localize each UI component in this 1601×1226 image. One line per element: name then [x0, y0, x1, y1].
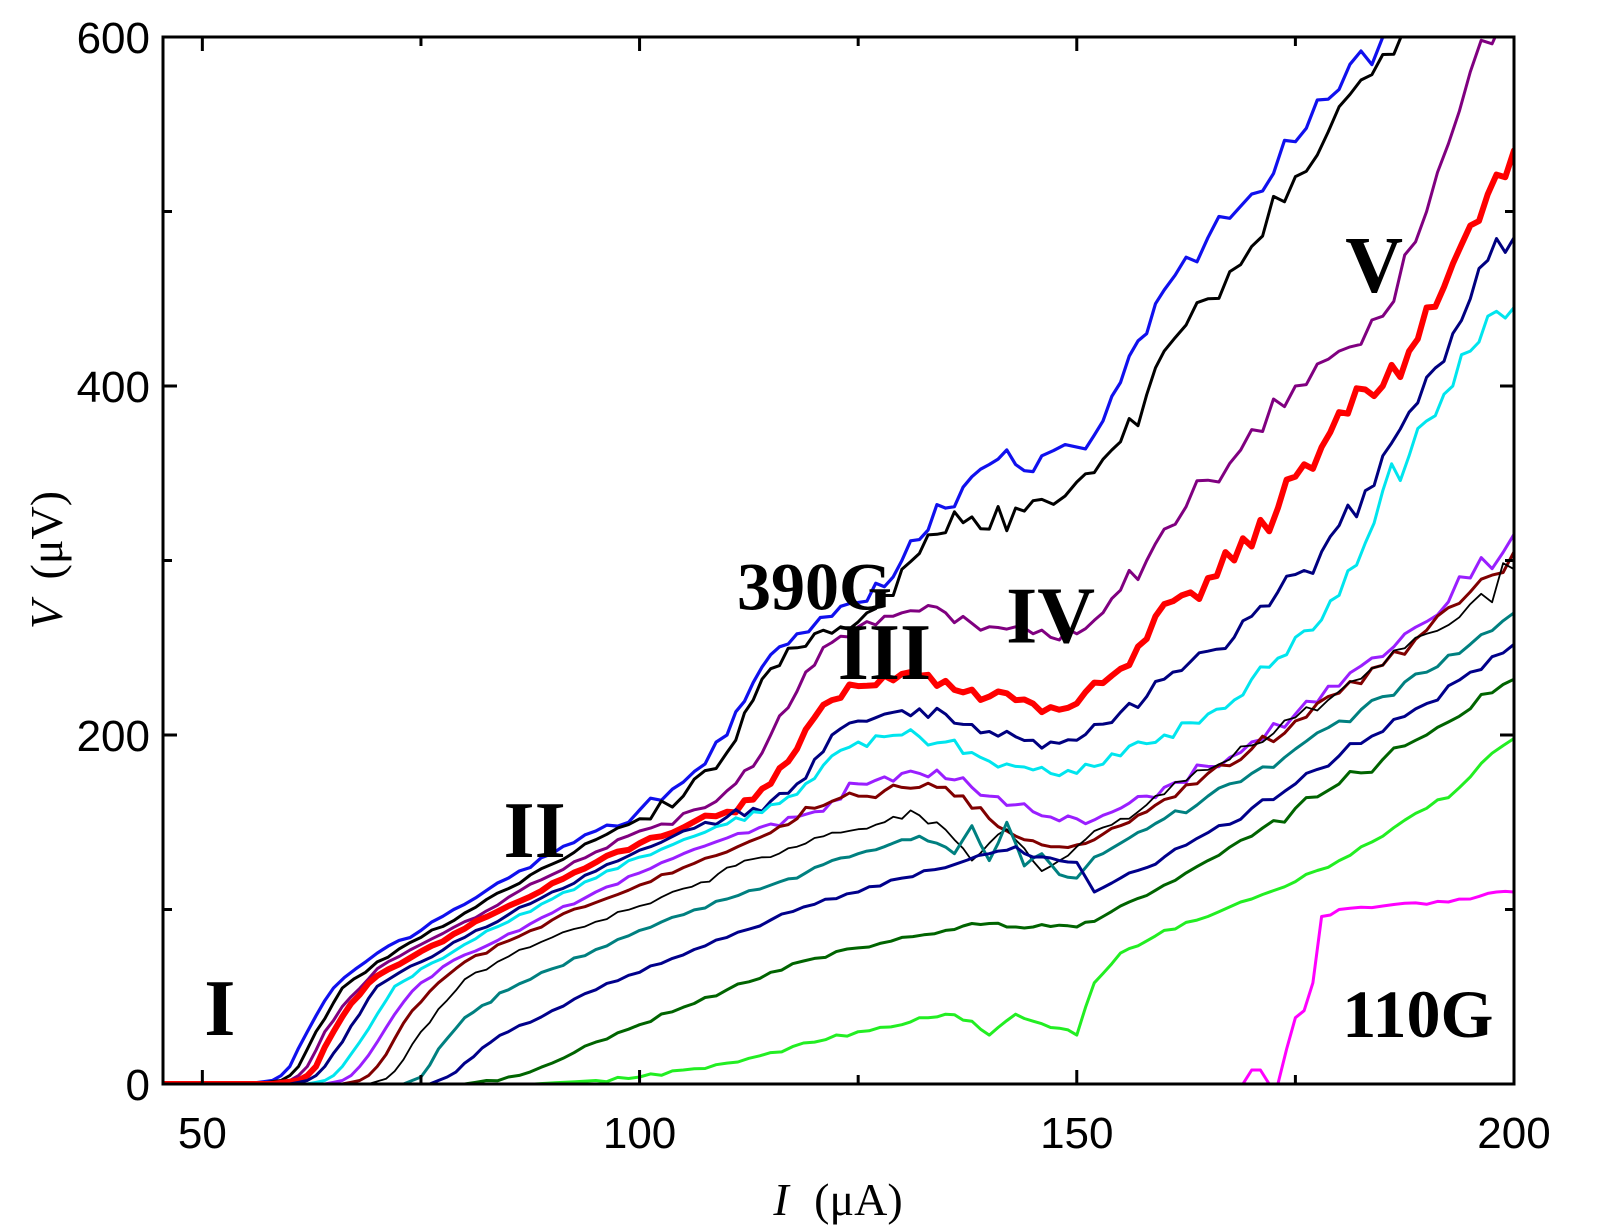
series-line-330g: [163, 147, 1514, 1084]
series-line-110g: [163, 889, 1514, 1084]
x-axis-unit: (μA): [814, 1174, 903, 1225]
annotation-i: I: [204, 965, 235, 1053]
x-tick-label: 200: [1477, 1109, 1550, 1158]
series-line-290g: [163, 306, 1514, 1084]
annotation-ii: II: [504, 787, 566, 875]
series-line-190g: [163, 642, 1514, 1084]
tick-layer: 50 100 150 200 0 200 400 600: [77, 14, 1551, 1158]
x-tick-label: 150: [1040, 1109, 1113, 1158]
annotation-110g: 110G: [1342, 976, 1493, 1052]
series-line-170g: [163, 677, 1514, 1084]
series-line-350g: [163, 37, 1497, 1084]
y-tick-label: 0: [126, 1061, 150, 1110]
x-tick-label: 50: [178, 1109, 227, 1158]
y-tick-label: 600: [77, 14, 150, 63]
series-line-370g: [163, 37, 1403, 1084]
series-line-230g: [163, 562, 1514, 1084]
y-axis-unit: (μV): [21, 491, 72, 580]
annotation-390g: 390G: [737, 548, 892, 624]
x-tick-label: 100: [603, 1109, 676, 1158]
x-axis-symbol: I: [772, 1174, 791, 1225]
annotation-iv: IV: [1006, 573, 1095, 661]
annotation-v: V: [1345, 222, 1403, 310]
series-line-210g: [163, 611, 1514, 1084]
series-layer: [163, 37, 1514, 1084]
x-axis-title: I (μA): [772, 1174, 902, 1225]
y-tick-label: 200: [77, 712, 150, 761]
y-tick-label: 400: [77, 363, 150, 412]
y-axis-title: V (μV): [21, 491, 72, 629]
y-axis-symbol: V: [21, 596, 72, 629]
series-line-310g: [163, 236, 1514, 1084]
series-line-270g: [163, 532, 1514, 1084]
series-line-150g: [163, 737, 1514, 1084]
series-line-390g: [163, 37, 1396, 1084]
annotation-iii: III: [838, 609, 931, 697]
